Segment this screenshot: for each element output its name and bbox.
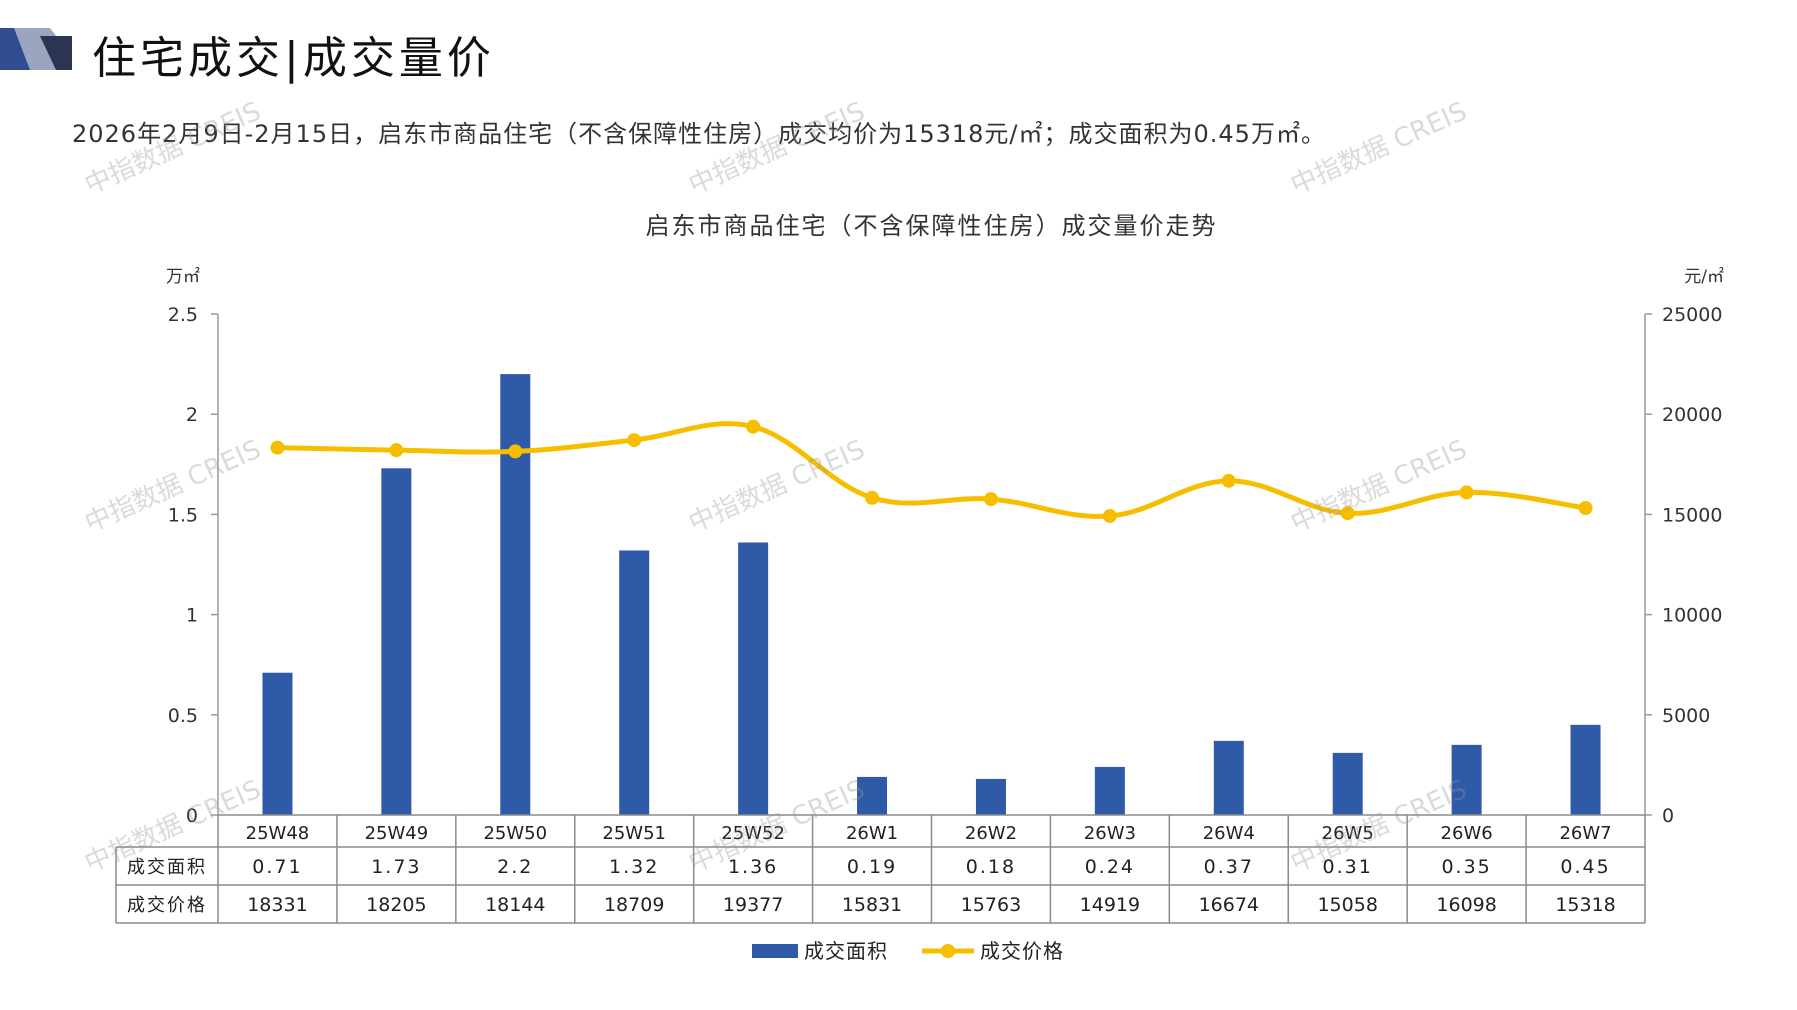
table-cell-price: 19377: [723, 894, 783, 916]
table-cell-area: 0.71: [252, 856, 302, 878]
y-right-tick-label: 20000: [1662, 404, 1722, 426]
price-point-25W52: [746, 419, 761, 434]
table-cell-area: 0.19: [847, 856, 897, 878]
x-tick-label: 26W3: [1084, 823, 1136, 844]
x-tick-label: 26W5: [1322, 823, 1374, 844]
table-cell-area: 0.37: [1204, 856, 1254, 878]
x-tick-label: 25W50: [483, 823, 547, 844]
y-left-tick-label: 0: [186, 805, 198, 827]
bar-area-25W51: [619, 550, 650, 815]
y-right-tick-label: 0: [1662, 805, 1674, 827]
y-left-tick-label: 1: [186, 605, 198, 627]
price-point-26W2: [983, 492, 998, 507]
price-line: [277, 421, 1586, 519]
y-left-tick-label: 1.5: [168, 504, 198, 526]
bar-area-25W50: [500, 374, 531, 815]
x-tick-label: 25W49: [365, 823, 429, 844]
table-cell-price: 18144: [485, 894, 545, 916]
bar-area-25W49: [381, 468, 412, 815]
y-left-tick-label: 2: [186, 404, 198, 426]
y-right-tick-label: 10000: [1662, 605, 1722, 627]
price-point-26W7: [1578, 501, 1593, 516]
table-cell-price: 15831: [842, 894, 902, 916]
table-cell-price: 18709: [604, 894, 664, 916]
legend-swatch-price-dot: [941, 944, 955, 958]
table-cell-price: 15318: [1555, 894, 1615, 916]
x-tick-label: 25W48: [246, 823, 310, 844]
price-point-26W4: [1221, 473, 1236, 488]
x-tick-label: 26W4: [1203, 823, 1255, 844]
summary-text: 2026年2月9日-2月15日，启东市商品住宅（不含保障性住房）成交均价为153…: [72, 120, 1326, 148]
table-cell-area: 0.24: [1085, 856, 1135, 878]
x-tick-label: 25W51: [602, 823, 666, 844]
table-cell-price: 18205: [366, 894, 426, 916]
x-tick-label: 25W52: [721, 823, 785, 844]
bar-area-26W3: [1094, 766, 1125, 815]
bar-area-26W5: [1332, 752, 1363, 815]
y-right-tick-label: 25000: [1662, 304, 1722, 326]
y-left-tick-label: 2.5: [168, 304, 198, 326]
table-cell-area: 1.32: [609, 856, 659, 878]
legend-label-area: 成交面积: [804, 939, 888, 963]
y-right-unit: 元/㎡: [1684, 267, 1724, 287]
table-cell-price: 14919: [1080, 894, 1140, 916]
table-cell-price: 15763: [961, 894, 1021, 916]
table-cell-price: 18331: [247, 894, 307, 916]
table-cell-price: 16098: [1436, 894, 1496, 916]
bar-area-26W7: [1570, 724, 1601, 815]
table-cell-area: 0.45: [1560, 856, 1610, 878]
bar-area-25W48: [262, 672, 293, 815]
legend-swatch-area: [752, 944, 798, 958]
table-cell-price: 15058: [1317, 894, 1377, 916]
y-right-tick-label: 5000: [1662, 705, 1710, 727]
price-point-26W6: [1459, 485, 1474, 500]
table-cell-area: 0.35: [1441, 856, 1491, 878]
price-point-26W1: [865, 490, 880, 505]
y-left-unit: 万㎡: [166, 267, 200, 287]
price-point-25W51: [627, 433, 642, 448]
price-point-25W48: [270, 440, 285, 455]
table-row-header-price: 成交价格: [127, 895, 207, 916]
price-point-26W5: [1340, 506, 1355, 521]
table-cell-area: 2.2: [497, 856, 533, 878]
price-point-25W49: [389, 443, 404, 458]
legend-label-price: 成交价格: [980, 939, 1064, 963]
bar-area-26W6: [1451, 744, 1482, 815]
table-cell-area: 1.73: [371, 856, 421, 878]
bar-area-26W1: [857, 776, 888, 815]
table-row-header-area: 成交面积: [127, 857, 207, 878]
x-tick-label: 26W7: [1559, 823, 1611, 844]
x-tick-label: 26W6: [1441, 823, 1493, 844]
price-point-25W50: [508, 444, 523, 459]
bar-area-25W52: [738, 542, 769, 815]
table-cell-area: 0.18: [966, 856, 1016, 878]
bar-area-26W2: [975, 778, 1006, 815]
page-title: 住宅成交|成交量价: [92, 33, 495, 84]
x-tick-label: 26W2: [965, 823, 1017, 844]
table-cell-price: 16674: [1199, 894, 1259, 916]
header-logo-shape: [0, 28, 72, 70]
table-cell-area: 0.31: [1323, 856, 1373, 878]
bar-area-26W4: [1213, 740, 1244, 815]
x-tick-label: 26W1: [846, 823, 898, 844]
y-left-tick-label: 0.5: [168, 705, 198, 727]
y-right-tick-label: 15000: [1662, 504, 1722, 526]
price-point-26W3: [1102, 509, 1117, 524]
table-cell-area: 1.36: [728, 856, 778, 878]
chart-title: 启东市商品住宅（不含保障性住房）成交量价走势: [646, 212, 1218, 240]
